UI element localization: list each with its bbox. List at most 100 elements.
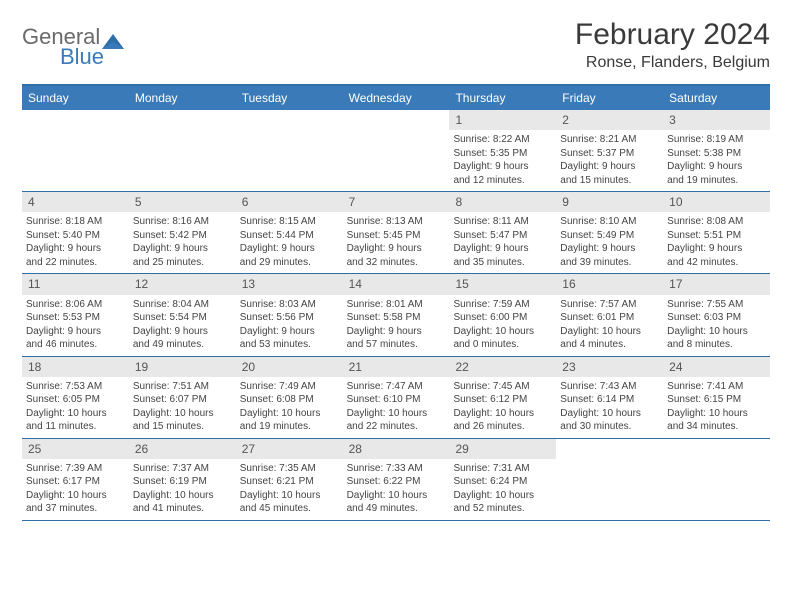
day-cell: 2Sunrise: 8:21 AMSunset: 5:37 PMDaylight… xyxy=(556,110,663,191)
day-cell: 17Sunrise: 7:55 AMSunset: 6:03 PMDayligh… xyxy=(663,274,770,355)
day-number: 12 xyxy=(129,274,236,294)
sunrise-text: Sunrise: 7:57 AM xyxy=(560,298,659,312)
sunset-text: Sunset: 6:14 PM xyxy=(560,393,659,407)
daylight-text: Daylight: 10 hours xyxy=(347,489,446,503)
day-number: 28 xyxy=(343,439,450,459)
daylight-text: and 35 minutes. xyxy=(453,256,552,270)
day-number: 18 xyxy=(22,357,129,377)
empty-cell xyxy=(129,110,236,191)
day-number: 21 xyxy=(343,357,450,377)
daylight-text: Daylight: 10 hours xyxy=(133,489,232,503)
day-number: 26 xyxy=(129,439,236,459)
sunset-text: Sunset: 6:22 PM xyxy=(347,475,446,489)
sunrise-text: Sunrise: 8:18 AM xyxy=(26,215,125,229)
daylight-text: Daylight: 9 hours xyxy=(26,242,125,256)
day-header: Friday xyxy=(556,86,663,110)
daylight-text: Daylight: 9 hours xyxy=(240,242,339,256)
sunset-text: Sunset: 6:21 PM xyxy=(240,475,339,489)
sunset-text: Sunset: 6:00 PM xyxy=(453,311,552,325)
daylight-text: Daylight: 9 hours xyxy=(560,242,659,256)
day-number: 3 xyxy=(663,110,770,130)
empty-cell xyxy=(556,439,663,520)
day-number: 5 xyxy=(129,192,236,212)
sunset-text: Sunset: 6:01 PM xyxy=(560,311,659,325)
sunset-text: Sunset: 6:15 PM xyxy=(667,393,766,407)
daylight-text: and 49 minutes. xyxy=(133,338,232,352)
sunrise-text: Sunrise: 7:45 AM xyxy=(453,380,552,394)
daylight-text: Daylight: 9 hours xyxy=(667,242,766,256)
day-number: 1 xyxy=(449,110,556,130)
sunrise-text: Sunrise: 7:43 AM xyxy=(560,380,659,394)
daylight-text: and 22 minutes. xyxy=(26,256,125,270)
daylight-text: Daylight: 10 hours xyxy=(560,407,659,421)
daylight-text: and 26 minutes. xyxy=(453,420,552,434)
daylight-text: Daylight: 10 hours xyxy=(133,407,232,421)
daylight-text: and 12 minutes. xyxy=(453,174,552,188)
title-block: February 2024 Ronse, Flanders, Belgium xyxy=(575,18,770,72)
daylight-text: and 4 minutes. xyxy=(560,338,659,352)
sunset-text: Sunset: 5:58 PM xyxy=(347,311,446,325)
sunrise-text: Sunrise: 7:47 AM xyxy=(347,380,446,394)
sunset-text: Sunset: 5:56 PM xyxy=(240,311,339,325)
location: Ronse, Flanders, Belgium xyxy=(575,54,770,72)
calendar: SundayMondayTuesdayWednesdayThursdayFrid… xyxy=(22,84,770,521)
daylight-text: and 45 minutes. xyxy=(240,502,339,516)
sunrise-text: Sunrise: 8:22 AM xyxy=(453,133,552,147)
daylight-text: Daylight: 9 hours xyxy=(26,325,125,339)
daylight-text: and 41 minutes. xyxy=(133,502,232,516)
day-cell: 19Sunrise: 7:51 AMSunset: 6:07 PMDayligh… xyxy=(129,357,236,438)
daylight-text: Daylight: 9 hours xyxy=(560,160,659,174)
sunrise-text: Sunrise: 8:10 AM xyxy=(560,215,659,229)
day-number: 10 xyxy=(663,192,770,212)
day-number: 15 xyxy=(449,274,556,294)
day-number: 25 xyxy=(22,439,129,459)
daylight-text: and 39 minutes. xyxy=(560,256,659,270)
day-header: Sunday xyxy=(22,86,129,110)
day-header-row: SundayMondayTuesdayWednesdayThursdayFrid… xyxy=(22,86,770,110)
day-cell: 11Sunrise: 8:06 AMSunset: 5:53 PMDayligh… xyxy=(22,274,129,355)
day-header: Tuesday xyxy=(236,86,343,110)
day-number: 16 xyxy=(556,274,663,294)
day-cell: 22Sunrise: 7:45 AMSunset: 6:12 PMDayligh… xyxy=(449,357,556,438)
month-title: February 2024 xyxy=(575,18,770,52)
daylight-text: Daylight: 10 hours xyxy=(453,489,552,503)
sunrise-text: Sunrise: 7:51 AM xyxy=(133,380,232,394)
day-cell: 7Sunrise: 8:13 AMSunset: 5:45 PMDaylight… xyxy=(343,192,450,273)
day-cell: 20Sunrise: 7:49 AMSunset: 6:08 PMDayligh… xyxy=(236,357,343,438)
week-row: 18Sunrise: 7:53 AMSunset: 6:05 PMDayligh… xyxy=(22,357,770,439)
daylight-text: and 22 minutes. xyxy=(347,420,446,434)
day-number: 4 xyxy=(22,192,129,212)
sunrise-text: Sunrise: 7:33 AM xyxy=(347,462,446,476)
day-number: 20 xyxy=(236,357,343,377)
sunset-text: Sunset: 6:07 PM xyxy=(133,393,232,407)
weeks-container: 1 Sunrise: 8:22 AMSunset: 5:35 PM Daylight… xyxy=(22,110,770,521)
empty-cell xyxy=(663,439,770,520)
daylight-text: and 0 minutes. xyxy=(453,338,552,352)
week-row: 1 Sunrise: 8:22 AMSunset: 5:35 PM Daylight… xyxy=(22,110,770,192)
day-cell: 5Sunrise: 8:16 AMSunset: 5:42 PMDaylight… xyxy=(129,192,236,273)
daylight-text: Daylight: 9 hours xyxy=(133,242,232,256)
sunrise-text: Sunrise: 8:19 AM xyxy=(667,133,766,147)
sunrise-text: Sunrise: 8:06 AM xyxy=(26,298,125,312)
sunset-text: Sunset: 6:19 PM xyxy=(133,475,232,489)
daylight-text: and 34 minutes. xyxy=(667,420,766,434)
daylight-text: and 15 minutes. xyxy=(560,174,659,188)
day-number: 2 xyxy=(556,110,663,130)
daylight-text: Daylight: 9 hours xyxy=(347,242,446,256)
day-cell: 28 Sunrise: 7:33 AMSunset: 6:22 PMDayligh… xyxy=(343,439,450,520)
sunrise-text: Sunrise: 7:55 AM xyxy=(667,298,766,312)
sunset-text: Sunset: 5:38 PM xyxy=(667,147,766,161)
header: GeneralBlue February 2024 Ronse, Flander… xyxy=(22,18,770,72)
logo-text-blue: Blue xyxy=(60,44,104,70)
sunset-text: Sunset: 6:10 PM xyxy=(347,393,446,407)
day-cell: 1Sunrise: 8:22 AMSunset: 5:35 PMDaylight… xyxy=(449,110,556,191)
sunrise-text: Sunrise: 7:37 AM xyxy=(133,462,232,476)
daylight-text: and 52 minutes. xyxy=(453,502,552,516)
day-cell: 15Sunrise: 7:59 AMSunset: 6:00 PMDayligh… xyxy=(449,274,556,355)
sunrise-text: Sunrise: 7:39 AM xyxy=(26,462,125,476)
sunrise-text: Sunrise: 8:11 AM xyxy=(453,215,552,229)
daylight-text: Daylight: 9 hours xyxy=(347,325,446,339)
daylight-text: Daylight: 10 hours xyxy=(240,489,339,503)
sunset-text: Sunset: 5:49 PM xyxy=(560,229,659,243)
sunset-text: Sunset: 5:35 PM xyxy=(453,147,552,161)
